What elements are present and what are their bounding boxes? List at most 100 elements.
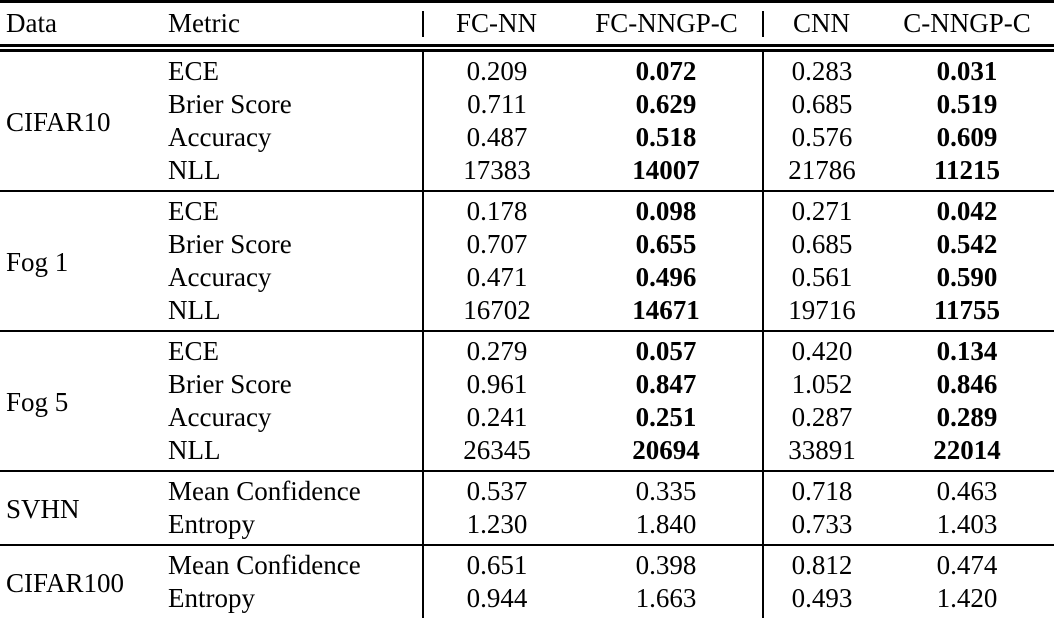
- value-cell: 1.230: [422, 507, 570, 545]
- value-cell: 0.961: [422, 367, 570, 401]
- value-cell: 14007: [632, 154, 700, 185]
- value-cell: 0.707: [422, 227, 570, 261]
- header-cell-metric: Metric: [163, 1, 423, 52]
- value-cell: 0.487: [422, 120, 570, 154]
- value-cell: 0.283: [762, 47, 880, 88]
- value-cell: 11755: [933, 294, 1000, 325]
- table-header: Data Metric FC-NN FC-NNGP-C CNN C-NNGP-C: [0, 1, 1054, 52]
- value-cell: 0.812: [762, 544, 880, 582]
- group-fog-5: Fog 5 ECE 0.279 0.057 0.420 0.134 Brier …: [0, 330, 1054, 471]
- metric-label: NLL: [168, 154, 221, 185]
- metric-label: Entropy: [168, 582, 255, 613]
- table-row: Entropy 1.230 1.840 0.733 1.403: [0, 507, 1054, 545]
- value-cell: 0.134: [936, 335, 998, 366]
- metric-label: Entropy: [168, 508, 255, 539]
- value-cell: 1.052: [762, 367, 880, 401]
- value-cell: 0.463: [936, 475, 998, 506]
- value-cell: 0.271: [762, 190, 880, 228]
- dataset-label: Fog 1: [6, 246, 69, 277]
- value-cell: 0.287: [762, 400, 880, 434]
- table-row: Accuracy 0.487 0.518 0.576 0.609: [0, 120, 1054, 154]
- value-cell: 0.655: [635, 228, 697, 259]
- value-cell: 21786: [762, 153, 880, 191]
- dataset-label: CIFAR10: [6, 106, 111, 137]
- value-cell: 22014: [933, 434, 1001, 465]
- metric-label: ECE: [168, 335, 219, 366]
- table-row: NLL 17383 14007 21786 11215: [0, 153, 1054, 191]
- value-cell: 1.420: [936, 582, 998, 613]
- value-cell: 0.251: [635, 401, 697, 432]
- value-cell: 11215: [933, 154, 1000, 185]
- table-row: Brier Score 0.711 0.629 0.685 0.519: [0, 87, 1054, 121]
- value-cell: 19716: [762, 293, 880, 331]
- value-cell: 0.471: [422, 260, 570, 294]
- metric-label: Brier Score: [168, 88, 292, 119]
- value-cell: 0.496: [635, 261, 697, 292]
- value-cell: 0.519: [936, 88, 998, 119]
- dataset-label: CIFAR100: [6, 567, 125, 598]
- value-cell: 0.057: [635, 335, 697, 366]
- table-row: Accuracy 0.241 0.251 0.287 0.289: [0, 400, 1054, 434]
- value-cell: 0.733: [762, 507, 880, 545]
- table-row: Fog 1 ECE 0.178 0.098 0.271 0.042: [0, 190, 1054, 277]
- value-cell: 0.685: [762, 227, 880, 261]
- group-svhn: SVHN Mean Confidence 0.537 0.335 0.718 0…: [0, 470, 1054, 545]
- metric-label: Mean Confidence: [168, 549, 361, 580]
- value-cell: 0.609: [936, 121, 998, 152]
- metric-label: NLL: [168, 294, 221, 325]
- table-row: Fog 5 ECE 0.279 0.057 0.420 0.134: [0, 330, 1054, 417]
- value-cell: 0.561: [762, 260, 880, 294]
- metric-label: NLL: [168, 434, 221, 465]
- value-cell: 0.590: [936, 261, 998, 292]
- header-cell-cnn: CNN: [762, 1, 880, 52]
- value-cell: 0.420: [762, 330, 880, 368]
- value-cell: 0.335: [635, 475, 697, 506]
- value-cell: 0.474: [936, 549, 998, 580]
- value-cell: 26345: [422, 433, 570, 471]
- table-row: CIFAR100 Mean Confidence 0.651 0.398 0.8…: [0, 544, 1054, 598]
- value-cell: 0.537: [422, 470, 570, 508]
- table-row: Accuracy 0.471 0.496 0.561 0.590: [0, 260, 1054, 294]
- value-cell: 17383: [422, 153, 570, 191]
- metric-label: Accuracy: [168, 121, 272, 152]
- value-cell: 1.403: [936, 508, 998, 539]
- value-cell: 0.279: [422, 330, 570, 368]
- group-cifar100: CIFAR100 Mean Confidence 0.651 0.398 0.8…: [0, 544, 1054, 618]
- value-cell: 0.289: [936, 401, 998, 432]
- table-row: NLL 16702 14671 19716 11755: [0, 293, 1054, 331]
- value-cell: 0.178: [422, 190, 570, 228]
- value-cell: 0.847: [635, 368, 697, 399]
- group-cifar10: CIFAR10 ECE 0.209 0.072 0.283 0.031 Brie…: [0, 47, 1054, 191]
- dataset-label: Fog 5: [6, 386, 69, 417]
- value-cell: 0.042: [936, 195, 998, 226]
- value-cell: 0.493: [762, 581, 880, 618]
- header-cell-fc-nn: FC-NN: [422, 1, 570, 52]
- value-cell: 0.098: [635, 195, 697, 226]
- value-cell: 16702: [422, 293, 570, 331]
- metric-label: ECE: [168, 55, 219, 86]
- metric-label: Accuracy: [168, 261, 272, 292]
- value-cell: 0.031: [936, 55, 998, 86]
- table-row: CIFAR10 ECE 0.209 0.072 0.283 0.031: [0, 47, 1054, 137]
- table-row: Entropy 0.944 1.663 0.493 1.420: [0, 581, 1054, 618]
- table-row: SVHN Mean Confidence 0.537 0.335 0.718 0…: [0, 470, 1054, 524]
- value-cell: 0.241: [422, 400, 570, 434]
- dataset-label: SVHN: [6, 493, 80, 524]
- value-cell: 0.576: [762, 120, 880, 154]
- value-cell: 0.685: [762, 87, 880, 121]
- metric-label: Brier Score: [168, 368, 292, 399]
- metric-label: Mean Confidence: [168, 475, 361, 506]
- value-cell: 0.651: [422, 544, 570, 582]
- value-cell: 33891: [762, 433, 880, 471]
- value-cell: 0.629: [635, 88, 697, 119]
- group-fog-1: Fog 1 ECE 0.178 0.098 0.271 0.042 Brier …: [0, 190, 1054, 331]
- header-row: Data Metric FC-NN FC-NNGP-C CNN C-NNGP-C: [0, 1, 1054, 52]
- value-cell: 0.398: [635, 549, 697, 580]
- value-cell: 0.072: [635, 55, 697, 86]
- metric-label: Brier Score: [168, 228, 292, 259]
- value-cell: 20694: [632, 434, 700, 465]
- table-row: Brier Score 0.707 0.655 0.685 0.542: [0, 227, 1054, 261]
- value-cell: 0.944: [422, 581, 570, 618]
- value-cell: 14671: [632, 294, 700, 325]
- value-cell: 1.663: [635, 582, 697, 613]
